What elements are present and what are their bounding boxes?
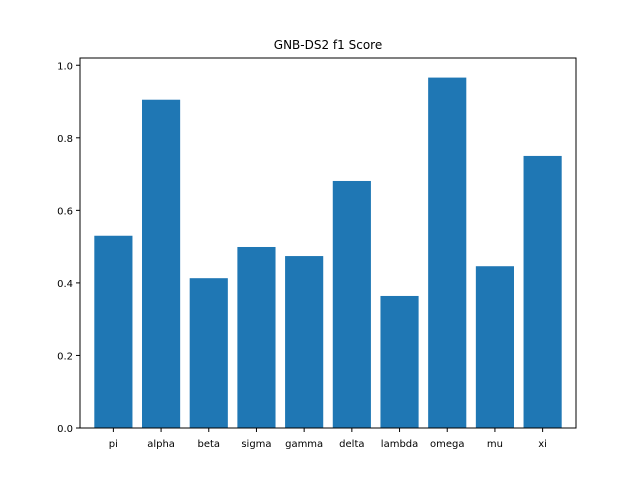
y-tick-label-0.6: 0.6 <box>57 206 73 217</box>
x-tick-label-xi: xi <box>538 439 547 450</box>
bar-xi <box>523 155 562 428</box>
y-tick-label-0.2: 0.2 <box>57 351 73 362</box>
bar-pi <box>94 235 133 428</box>
bar-omega <box>428 77 467 428</box>
x-tick-label-lambda: lambda <box>381 439 418 450</box>
x-tick-label-pi: pi <box>109 439 118 450</box>
y-tick-label-1.0: 1.0 <box>57 61 73 72</box>
bar-mu <box>475 266 514 428</box>
x-tick-label-beta: beta <box>197 439 220 450</box>
y-tick-label-0.4: 0.4 <box>57 279 73 290</box>
bar-lambda <box>380 295 419 428</box>
bar-beta <box>189 278 228 428</box>
x-axis: pi alpha beta sigma gamma delta lambda omega mu x… <box>109 428 547 450</box>
bar-delta <box>332 180 371 428</box>
y-tick-label-0.8: 0.8 <box>57 134 73 145</box>
x-tick-label-omega: omega <box>430 439 465 450</box>
plot-frame <box>79 57 577 429</box>
x-tick-label-alpha: alpha <box>147 439 175 450</box>
x-tick-label-gamma: gamma <box>285 439 323 450</box>
bar-alpha <box>142 99 181 428</box>
bars-group <box>94 77 562 428</box>
y-axis: 0.0 0.2 0.4 0.6 0.8 1.0 <box>57 61 80 435</box>
bar-sigma <box>237 246 276 428</box>
x-tick-label-delta: delta <box>339 439 364 450</box>
y-tick-label-0.0: 0.0 <box>57 424 73 435</box>
x-tick-label-mu: mu <box>487 439 503 450</box>
chart-title: GNB-DS2 f1 Score <box>274 38 382 52</box>
bar-gamma <box>285 256 324 428</box>
x-tick-label-sigma: sigma <box>241 439 271 450</box>
